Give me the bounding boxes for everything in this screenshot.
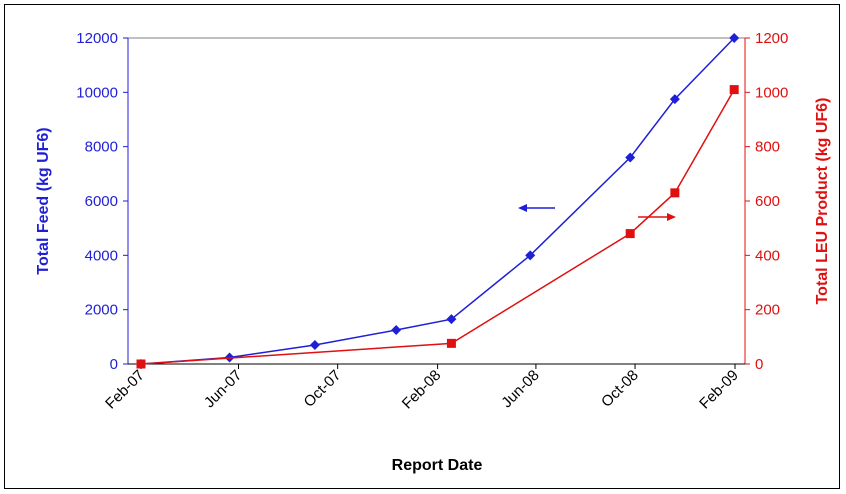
x-axis: Feb-07 Jun-07 Oct-07 Feb-08 Jun-08 Oct-08 Feb-… xyxy=(102,363,745,413)
left-tick-label: 2000 xyxy=(85,302,118,319)
x-tick-label: Feb-08 xyxy=(399,367,445,413)
left-tick-label: 8000 xyxy=(85,139,118,156)
product-data-point xyxy=(625,229,635,239)
right-tick-label: 600 xyxy=(755,193,780,210)
right-arrow-icon xyxy=(667,213,676,221)
product-series-line xyxy=(140,89,735,365)
left-tick-label: 10000 xyxy=(76,84,118,101)
x-axis-title: Report Date xyxy=(392,457,483,474)
feed-data-point xyxy=(446,314,457,325)
plot-area xyxy=(127,37,746,365)
product-data-point xyxy=(446,338,456,348)
feed-series-line xyxy=(140,37,735,365)
feed-data-point xyxy=(309,339,320,350)
right-tick-label: 200 xyxy=(755,302,780,319)
product-data-point xyxy=(670,188,680,198)
feed-data-point xyxy=(669,94,680,105)
left-arrow-icon xyxy=(518,204,527,212)
feed-data-point xyxy=(391,325,402,336)
feed-data-point xyxy=(525,250,536,261)
feed-data-point xyxy=(625,152,636,163)
x-tick-label: Oct-07 xyxy=(301,367,345,411)
right-y-axis: 0 200 400 600 800 1000 1200 xyxy=(744,30,788,373)
right-tick-label: 0 xyxy=(755,356,763,373)
right-tick-label: 1200 xyxy=(755,30,788,47)
right-tick-label: 1000 xyxy=(755,84,788,101)
right-tick-label: 400 xyxy=(755,247,780,264)
left-y-axis-title: Total Feed (kg UF6) xyxy=(35,127,52,274)
chart-frame xyxy=(4,4,840,489)
x-tick-label: Feb-09 xyxy=(696,367,742,413)
x-tick-label: Feb-07 xyxy=(102,367,148,413)
right-tick-label: 800 xyxy=(755,139,780,156)
product-data-point xyxy=(136,359,146,369)
left-tick-label: 12000 xyxy=(76,30,118,47)
plot-border xyxy=(127,37,746,365)
x-tick-label: Jun-08 xyxy=(498,367,542,411)
left-tick-label: 6000 xyxy=(85,193,118,210)
series-layer xyxy=(136,33,740,369)
feed-data-point xyxy=(729,33,740,43)
left-tick-label: 0 xyxy=(110,356,118,373)
x-tick-label: Jun-07 xyxy=(201,367,245,411)
left-y-axis: 0 2000 4000 6000 8000 10000 12000 xyxy=(76,30,129,373)
left-tick-label: 4000 xyxy=(85,247,118,264)
product-data-point xyxy=(729,85,739,95)
annotation-layer xyxy=(518,204,676,221)
right-y-axis-title: Total LEU Product (kg UF6) xyxy=(814,98,831,305)
x-tick-label: Oct-08 xyxy=(598,367,642,411)
